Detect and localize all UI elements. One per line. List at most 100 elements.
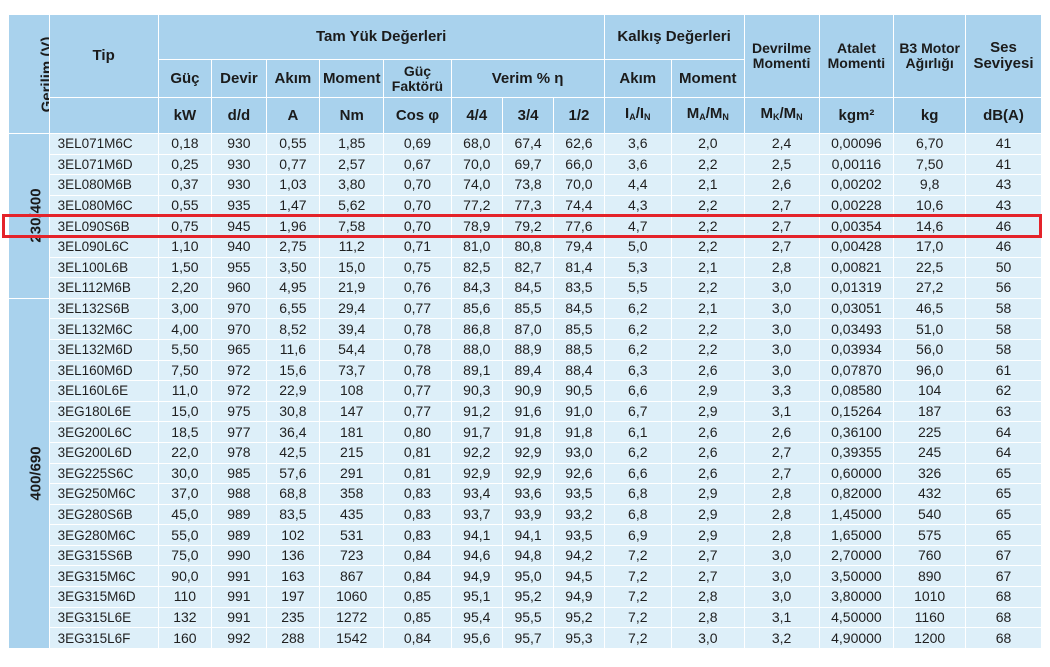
cell-cos: 0,78 [383, 359, 452, 382]
cell-sound: 68 [964, 586, 1043, 608]
cell-inertia: 0,00428 [818, 235, 895, 258]
cell-eff12: 94,5 [553, 565, 605, 588]
cell-cos: 0,77 [383, 380, 452, 402]
cell-eff34: 91,8 [501, 421, 555, 443]
cell-eff44: 70,0 [450, 153, 503, 176]
cell-tip: 3EG225S6C [48, 462, 159, 485]
cell-eff34: 91,6 [501, 400, 555, 423]
cell-moment: 435 [319, 503, 385, 526]
cell-inertia: 0,60000 [818, 462, 895, 485]
cell-speed: 965 [211, 338, 267, 361]
cell-moment: 181 [319, 421, 385, 443]
tip-unit-blank [48, 97, 159, 134]
cell-ia-in: 5,3 [603, 256, 672, 279]
cell-ma-mn: 2,7 [670, 544, 745, 567]
unit-eff-12: 1/2 [553, 97, 605, 134]
cell-tip: 3EL160M6D [48, 359, 159, 382]
cell-eff34: 82,7 [501, 256, 555, 279]
cell-moment: 39,4 [319, 318, 385, 340]
cell-cos: 0,67 [383, 153, 452, 176]
cell-current: 42,5 [265, 441, 321, 464]
cell-inertia: 4,90000 [818, 627, 895, 649]
cell-ma-mn: 2,2 [670, 215, 745, 237]
cell-cos: 0,83 [383, 524, 452, 546]
power-header: Güç [157, 59, 213, 98]
unit-power: kW [157, 97, 213, 134]
cell-power: 160 [157, 627, 213, 649]
cell-cos: 0,85 [383, 606, 452, 629]
cell-cos: 0,78 [383, 338, 452, 361]
table-row: 3EG200L6C 18,5 977 36,4 181 0,80 91,7 91,8 91,8 6… [9, 421, 1043, 443]
cell-speed: 930 [211, 153, 267, 176]
cell-tip: 3EG200L6C [48, 421, 159, 443]
cell-weight: 14,6 [893, 215, 966, 237]
cell-current: 163 [265, 565, 321, 588]
cell-power: 3,00 [157, 297, 213, 320]
cell-eff44: 86,8 [450, 318, 503, 340]
table-row: 3EL160M6D 7,50 972 15,6 73,7 0,78 89,1 89,4 88,4… [9, 359, 1043, 382]
cell-ia-in: 7,2 [603, 586, 672, 608]
inertia-header: Atalet Momenti [818, 14, 895, 98]
cell-inertia: 0,03051 [818, 297, 895, 320]
cell-eff34: 87,0 [501, 318, 555, 340]
cell-mk-mn: 3,0 [743, 338, 820, 361]
cell-cos: 0,80 [383, 421, 452, 443]
cell-eff12: 81,4 [553, 256, 605, 279]
cell-eff34: 92,9 [501, 462, 555, 485]
cell-ia-in: 6,7 [603, 400, 672, 423]
cell-weight: 51,0 [893, 318, 966, 340]
cell-inertia: 4,50000 [818, 606, 895, 629]
cell-eff12: 91,0 [553, 400, 605, 423]
cell-eff44: 91,7 [450, 421, 503, 443]
cell-power: 1,50 [157, 256, 213, 279]
cell-inertia: 0,00096 [818, 133, 895, 155]
cell-power: 5,50 [157, 338, 213, 361]
cell-eff44: 92,9 [450, 462, 503, 485]
unit-inertia: kgm² [818, 97, 895, 134]
cell-ma-mn: 2,2 [670, 194, 745, 217]
cell-speed: 992 [211, 627, 267, 649]
cell-mk-mn: 2,6 [743, 421, 820, 443]
table-header: Gerilim (V) Tip Tam Yük Değerleri Kalkış… [8, 14, 1043, 134]
cell-power: 55,0 [157, 524, 213, 546]
cell-mk-mn: 3,0 [743, 318, 820, 340]
cell-ia-in: 7,2 [603, 544, 672, 567]
cell-cos: 0,84 [383, 565, 452, 588]
table-row: 3EL112M6B 2,20 960 4,95 21,9 0,76 84,3 84,5 83,5… [9, 277, 1043, 299]
cell-eff12: 88,5 [553, 338, 605, 361]
cell-eff44: 92,2 [450, 441, 503, 464]
cell-tip: 3EG280M6C [48, 524, 159, 546]
cell-eff12: 66,0 [553, 153, 605, 176]
cell-inertia: 0,00821 [818, 256, 895, 279]
cell-tip: 3EG315M6D [48, 586, 159, 608]
cell-mk-mn: 2,8 [743, 503, 820, 526]
cell-tip: 3EL071M6C [48, 133, 159, 155]
cell-ia-in: 7,2 [603, 627, 672, 649]
cell-sound: 46 [964, 215, 1043, 237]
cell-ma-mn: 2,1 [670, 174, 745, 196]
cell-cos: 0,78 [383, 318, 452, 340]
cell-weight: 6,70 [893, 133, 966, 155]
cell-current: 197 [265, 586, 321, 608]
table-row: 3EG225S6C 30,0 985 57,6 291 0,81 92,9 92,9 92,6 6… [9, 462, 1043, 485]
cell-inertia: 0,01319 [818, 277, 895, 299]
cell-inertia: 1,65000 [818, 524, 895, 546]
cell-ma-mn: 2,6 [670, 462, 745, 485]
cell-inertia: 2,70000 [818, 544, 895, 567]
cell-eff34: 77,3 [501, 194, 555, 217]
cell-mk-mn: 3,1 [743, 606, 820, 629]
cell-tip: 3EL132S6B [48, 297, 159, 320]
cell-ia-in: 6,3 [603, 359, 672, 382]
cell-eff12: 83,5 [553, 277, 605, 299]
full-load-header: Tam Yük Değerleri [157, 14, 605, 60]
voltage-group-label: 230/400 [8, 133, 50, 299]
cell-tip: 3EG180L6E [48, 400, 159, 423]
cell-ia-in: 6,1 [603, 421, 672, 443]
cell-eff34: 90,9 [501, 380, 555, 402]
cell-current: 22,9 [265, 380, 321, 402]
cell-sound: 58 [964, 297, 1043, 320]
unit-weight: kg [893, 97, 966, 134]
cell-ia-in: 6,2 [603, 318, 672, 340]
cell-eff34: 89,4 [501, 359, 555, 382]
cell-cos: 0,70 [383, 215, 452, 237]
